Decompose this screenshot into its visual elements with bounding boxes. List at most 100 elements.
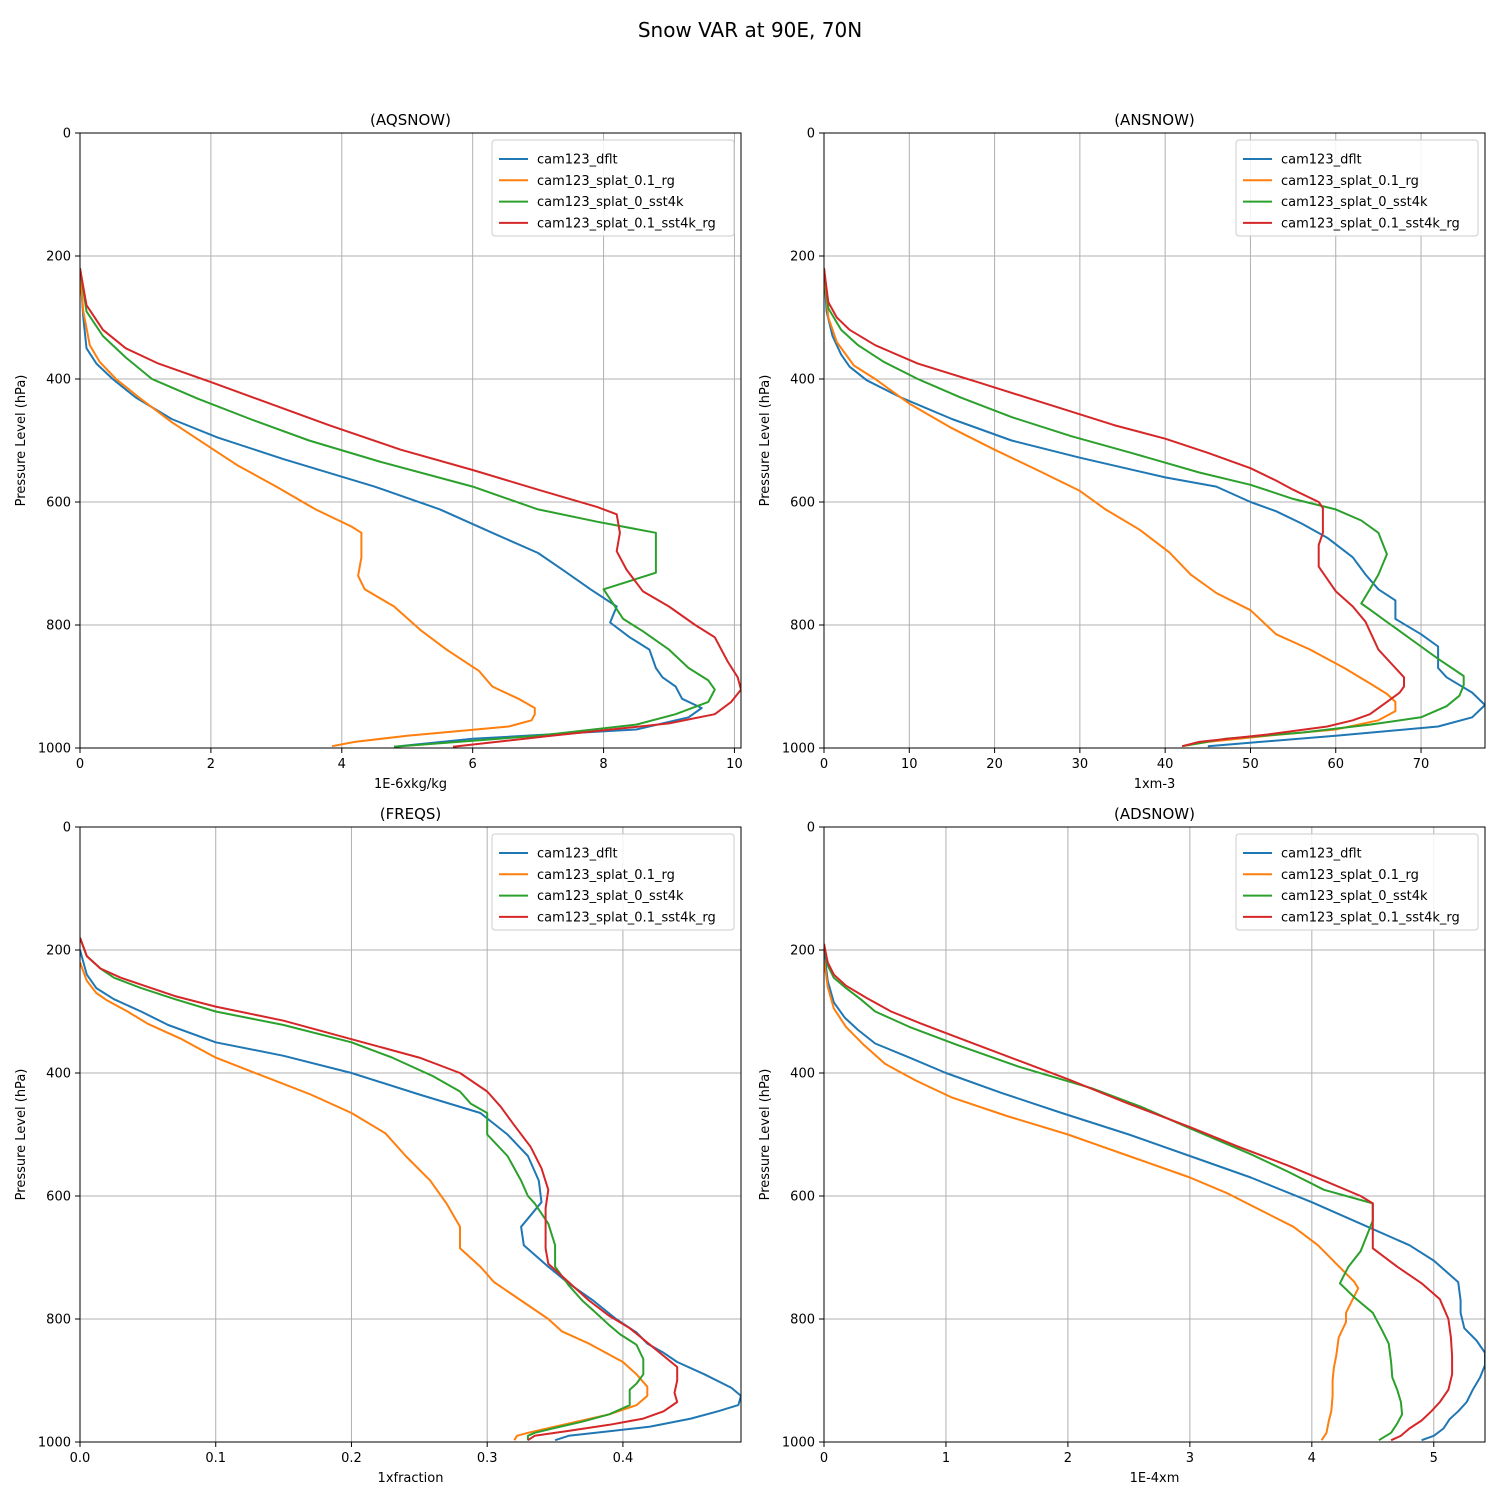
x-tick-label: 4 [1308,1451,1316,1466]
series-line-cam123_dflt [80,268,703,748]
y-tick-label: 400 [790,1067,815,1082]
y-tick-label: 200 [790,250,815,265]
x-tick-label: 0 [76,757,84,772]
series-line-cam123_splat_0.1_rg [80,271,536,748]
x-tick-label: 6 [469,757,477,772]
plot-frame [823,826,1486,1443]
series-line-cam123_splat_0_sst4k [824,268,1465,748]
legend-entry: cam123_splat_0.1_rg [537,174,675,189]
legend-entry: cam123_splat_0.1_rg [537,868,675,883]
plot-frame [79,826,742,1443]
series-line-cam123_dflt [824,949,1485,1442]
legend: cam123_dflt cam123_splat_0.1_rg cam123_spl… [1235,139,1479,237]
series-line-cam123_splat_0.1_rg [80,961,649,1441]
plot-frame [823,132,1486,749]
x-tick-label: 0.3 [477,1451,498,1466]
y-axis-label: Pressure Level (hPa) [14,375,29,507]
y-tick-label: 800 [790,1313,815,1328]
x-tick-label: 10 [901,757,918,772]
y-tick-label: 600 [46,496,71,511]
x-tick-label: 10 [726,757,743,772]
legend-box [491,833,735,931]
legend-entry: cam123_splat_0.1_sst4k_rg [1281,910,1460,925]
x-tick-label: 50 [1242,757,1259,772]
panel-title: (ADSNOW) [1114,805,1195,823]
x-tick-label: 0.4 [613,1451,634,1466]
y-tick-label: 200 [790,944,815,959]
panel-title: (FREQS) [380,805,442,823]
series-line-cam123_splat_0.1_rg [824,271,1397,748]
series-line-cam123_dflt [824,268,1485,748]
series-line-cam123_splat_0.1_sst4k_rg [80,268,741,748]
x-axis-label: 1xfraction [378,1471,444,1486]
y-axis-label: Pressure Level (hPa) [758,375,773,507]
legend: cam123_dflt cam123_splat_0.1_rg cam123_spl… [1235,833,1479,931]
y-tick-label: 600 [46,1190,71,1205]
y-tick-label: 600 [790,1190,815,1205]
series-line-cam123_dflt [80,949,741,1442]
x-tick-label: 40 [1157,757,1174,772]
panel-title: (AQSNOW) [370,111,451,129]
y-tick-label: 600 [790,496,815,511]
x-tick-label: 2 [207,757,215,772]
series-line-cam123_splat_0.1_sst4k_rg [824,943,1454,1442]
legend-entry: cam123_dflt [1281,847,1362,862]
series-line-cam123_splat_0.1_rg [824,959,1360,1441]
x-tick-label: 70 [1413,757,1430,772]
series-line-cam123_splat_0_sst4k [80,937,645,1441]
y-axis-label: Pressure Level (hPa) [14,1069,29,1201]
y-tick-label: 1000 [782,1436,815,1451]
x-tick-label: 5 [1430,1451,1438,1466]
y-tick-label: 0 [807,127,815,142]
x-tick-label: 60 [1327,757,1344,772]
legend-entry: cam123_splat_0_sst4k [1281,889,1428,904]
legend-entry: cam123_dflt [537,847,618,862]
chart-panel-3: 0 1 2 3 4 5 0 200 400 600 800 1000 (ADSNOW) 1E-4xm Pre… [758,805,1486,1486]
x-tick-label: 8 [599,757,607,772]
x-tick-label: 20 [986,757,1003,772]
legend-entry: cam123_splat_0.1_rg [1281,174,1419,189]
legend-entry: cam123_splat_0_sst4k [537,889,684,904]
series-line-cam123_splat_0.1_sst4k_rg [824,268,1405,748]
chart-panel-1: 0 10 20 30 40 50 60 70 0 200 400 600 800 1000 (ANSNOW)… [758,111,1486,792]
y-tick-label: 0 [63,127,71,142]
plot-frame [79,132,742,749]
x-tick-label: 0.1 [205,1451,226,1466]
y-tick-label: 0 [63,821,71,836]
x-axis-label: 1E-4xm [1130,1471,1180,1486]
legend-box [1235,833,1479,931]
y-axis-label: Pressure Level (hPa) [758,1069,773,1201]
legend: cam123_dflt cam123_splat_0.1_rg cam123_spl… [491,139,735,237]
legend-entry: cam123_splat_0.1_rg [1281,868,1419,883]
x-tick-label: 0 [820,757,828,772]
x-tick-label: 0.0 [70,1451,91,1466]
legend-box [491,139,735,237]
chart-panel-2: 0.0 0.1 0.2 0.3 0.4 0 200 400 600 800 1000 (FREQS) 1… [14,805,742,1486]
x-tick-label: 2 [1064,1451,1072,1466]
legend-entry: cam123_dflt [537,153,618,168]
x-tick-label: 0 [820,1451,828,1466]
x-axis-label: 1xm-3 [1134,777,1176,792]
x-tick-label: 1 [942,1451,950,1466]
y-tick-label: 200 [46,944,71,959]
figure-suptitle: Snow VAR at 90E, 70N [638,18,862,42]
y-tick-label: 1000 [38,1436,71,1451]
x-tick-label: 0.2 [341,1451,362,1466]
y-tick-label: 1000 [782,742,815,757]
series-line-cam123_splat_0.1_sst4k_rg [80,937,679,1442]
y-tick-label: 800 [46,619,71,634]
y-tick-label: 400 [790,373,815,388]
y-tick-label: 200 [46,250,71,265]
series-line-cam123_splat_0_sst4k [80,268,716,748]
legend-box [1235,139,1479,237]
y-tick-label: 1000 [38,742,71,757]
x-axis-label: 1E-6xkg/kg [374,777,447,792]
y-tick-label: 400 [46,373,71,388]
chart-panel-0: 0 2 4 6 8 10 0 200 400 600 800 1000 (AQSNOW) 1E-6xkg/… [14,111,743,792]
legend-entry: cam123_splat_0_sst4k [1281,195,1428,210]
y-tick-label: 800 [790,619,815,634]
legend: cam123_dflt cam123_splat_0.1_rg cam123_spl… [491,833,735,931]
y-tick-label: 800 [46,1313,71,1328]
